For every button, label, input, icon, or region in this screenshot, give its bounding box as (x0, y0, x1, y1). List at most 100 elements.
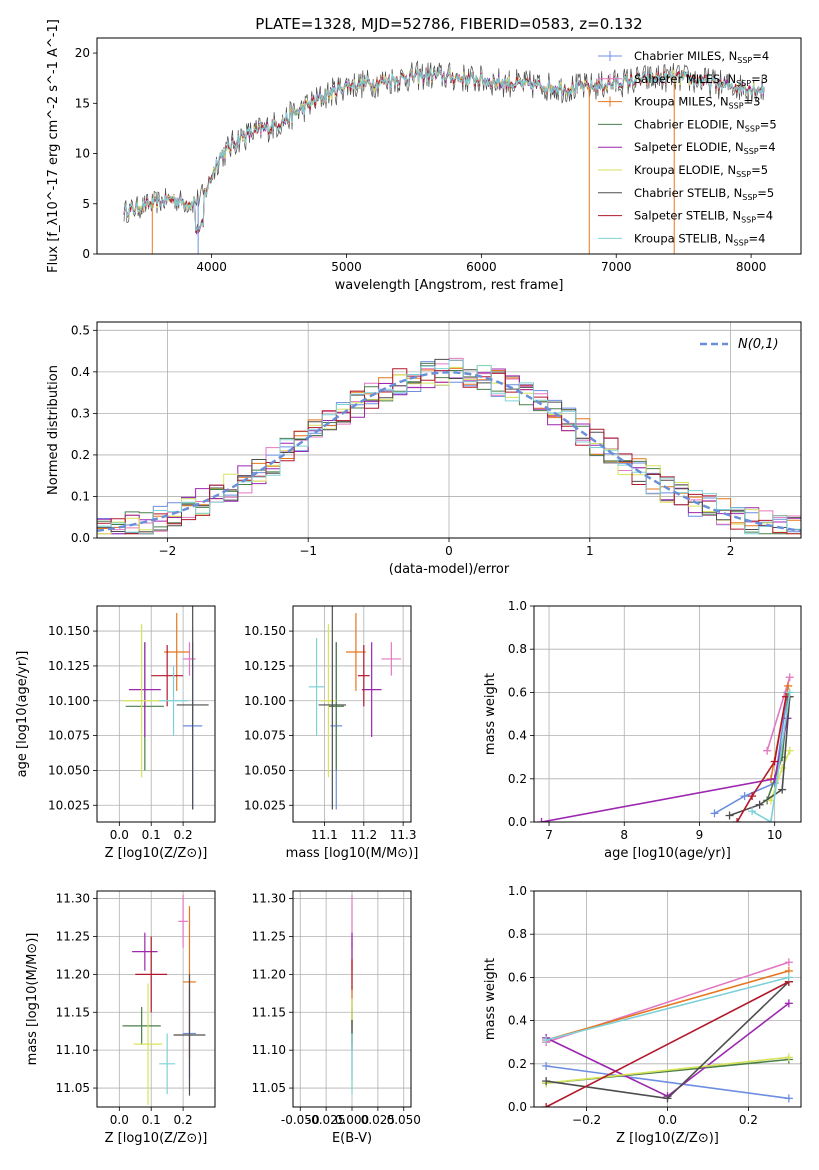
legend-label: Kroupa STELIB, NSSP=4 (634, 231, 765, 247)
x-tick-label: 0.1 (142, 828, 161, 842)
y-tick-label: 0.8 (508, 642, 527, 656)
y-tick-label: 0.0 (508, 1100, 527, 1114)
y-tick-label: 10.125 (244, 659, 286, 673)
y-tick-label: 11.15 (252, 1005, 286, 1019)
x-tick-label: 6000 (466, 260, 497, 274)
y-tick-label: 15 (75, 96, 90, 110)
x-tick-label: 0.2 (739, 1113, 758, 1127)
figure-title: PLATE=1328, MJD=52786, FIBERID=0583, z=0… (255, 15, 642, 33)
x-tick-label: −0.2 (572, 1113, 601, 1127)
residuals-plot-area (97, 357, 801, 535)
x-tick-label: 5000 (331, 260, 362, 274)
weight-line (714, 692, 789, 815)
y-tick-label: 0.3 (71, 406, 90, 420)
y-tick-label: 0.6 (508, 970, 527, 984)
y-tick-label: 11.10 (252, 1043, 286, 1057)
y-tick-label: 10.075 (48, 729, 90, 743)
weight-line (766, 677, 791, 751)
x-axis-label: Z [log10(Z/Z⊙)] (616, 1131, 719, 1146)
y-tick-label: 0.4 (508, 729, 527, 743)
residuals-panel: −2 −1 0 1 2 0.0 0.1 0.2 0.3 0.4 0.5 (data-model)/er… (46, 321, 802, 577)
x-tick-label: 1 (586, 544, 594, 558)
errorbar-point (308, 638, 325, 736)
x-tick-label: 0 (445, 544, 453, 558)
legend-label: Chabrier STELIB, NSSP=5 (634, 186, 774, 202)
x-tick-label: 0.0 (110, 828, 129, 842)
y-tick-label: 0.5 (71, 323, 90, 337)
legend-label: Salpeter MILES, NSSP=3 (634, 72, 768, 88)
gaussian-legend-label: N(0,1) (738, 337, 779, 352)
axes-frame (96, 605, 216, 823)
errorbar-point (128, 642, 161, 737)
y-axis-label: mass weight (483, 673, 498, 755)
errorbar-point (361, 642, 382, 737)
weight-line (546, 1056, 789, 1084)
weight-line (545, 970, 790, 1041)
x-axis-label: age [log10(age/yr)] (604, 846, 731, 861)
y-axis-label: age [log10(age/yr)] (15, 651, 30, 778)
y-tick-label: 11.20 (252, 967, 286, 981)
y-tick-label: 10.075 (244, 729, 286, 743)
y-axis-label: mass weight (483, 958, 498, 1040)
x-tick-label: 9 (696, 828, 704, 842)
x-tick-label: 10 (767, 828, 782, 842)
errorbar-point (133, 983, 163, 1105)
errorbar-point (132, 932, 158, 971)
legend-label: Salpeter ELODIE, NSSP=4 (634, 140, 776, 156)
age_vs_Z-plot-area (122, 606, 209, 810)
legend-label: Chabrier MILES, NSSP=4 (634, 49, 769, 65)
weight-line (545, 980, 790, 1107)
errorbar-point (163, 612, 190, 692)
x-tick-label: 0.0 (110, 1113, 129, 1127)
x-tick-label: -0.050 (281, 1113, 320, 1127)
y-tick-label: 5 (82, 197, 90, 211)
y-tick-label: 11.25 (56, 929, 90, 943)
axes-frame (292, 605, 412, 823)
x-tick-label: 0.000 (335, 1113, 369, 1127)
y-tick-label: 10.025 (244, 798, 286, 812)
x-tick-label: 0.0 (658, 1113, 677, 1127)
y-tick-label: 0.2 (71, 448, 90, 462)
y-tick-label: 10 (75, 147, 90, 161)
spectrum-line (123, 67, 765, 232)
y-tick-label: 10.125 (48, 659, 90, 673)
y-tick-label: 10.100 (48, 694, 90, 708)
x-tick-label: 7000 (601, 260, 632, 274)
y-tick-label: 0.1 (71, 489, 90, 503)
errorbar-point (159, 1033, 176, 1095)
age_vs_Z-panel: 0.0 0.1 0.2 10.025 10.050 10.075 10.100 10.125 1… (15, 605, 216, 861)
weight-line (541, 718, 789, 822)
gaussian-curve (97, 371, 801, 532)
errorbar-point (328, 642, 345, 771)
y-tick-label: 0.0 (508, 815, 527, 829)
spectrum-line (123, 60, 765, 223)
age_vs_mass-plot-area (308, 606, 402, 810)
x-tick-label: 8000 (736, 260, 767, 274)
axes-frame (96, 37, 802, 255)
x-tick-label: 7 (545, 828, 553, 842)
legend-label: Chabrier ELODIE, NSSP=5 (634, 117, 777, 133)
weight-line (545, 1065, 790, 1100)
x-tick-label: 4000 (196, 260, 227, 274)
legend-label: Kroupa MILES, NSSP=3 (634, 95, 760, 111)
y-tick-label: 0.4 (71, 365, 90, 379)
errorbar-point (346, 612, 366, 692)
errorbar-point (318, 606, 347, 810)
y-tick-label: 10.050 (48, 763, 90, 777)
spectrum-legend: Chabrier MILES, NSSP=4 Salpeter MILES, NS… (598, 49, 777, 247)
y-tick-label: 11.25 (252, 929, 286, 943)
y-tick-label: 10.025 (48, 798, 90, 812)
y-tick-label: 11.20 (56, 967, 90, 981)
massweight_vs_age-plot-area (537, 673, 794, 822)
x-tick-label: 11.3 (390, 828, 417, 842)
errorbar-point (122, 624, 161, 778)
y-tick-label: 10.050 (244, 763, 286, 777)
errorbar-point (135, 936, 168, 1013)
y-tick-label: 1.0 (508, 599, 527, 613)
massweight_vs_Z-panel: −0.2 0.0 0.2 0.0 0.2 0.4 0.6 0.8 1.0 Z [log10(Z/Z… (483, 884, 802, 1146)
spectrum-panel: 4000 5000 6000 7000 8000 0 5 10 15 20 wavelength [… (46, 19, 802, 293)
legend-label: Salpeter STELIB, NSSP=4 (634, 209, 773, 225)
x-tick-label: 0.2 (174, 1113, 193, 1127)
y-tick-label: 0.2 (508, 772, 527, 786)
y-axis-label: Flux [f_λ10^-17 erg cm^-2 s^-1 A^-1] (46, 19, 61, 273)
